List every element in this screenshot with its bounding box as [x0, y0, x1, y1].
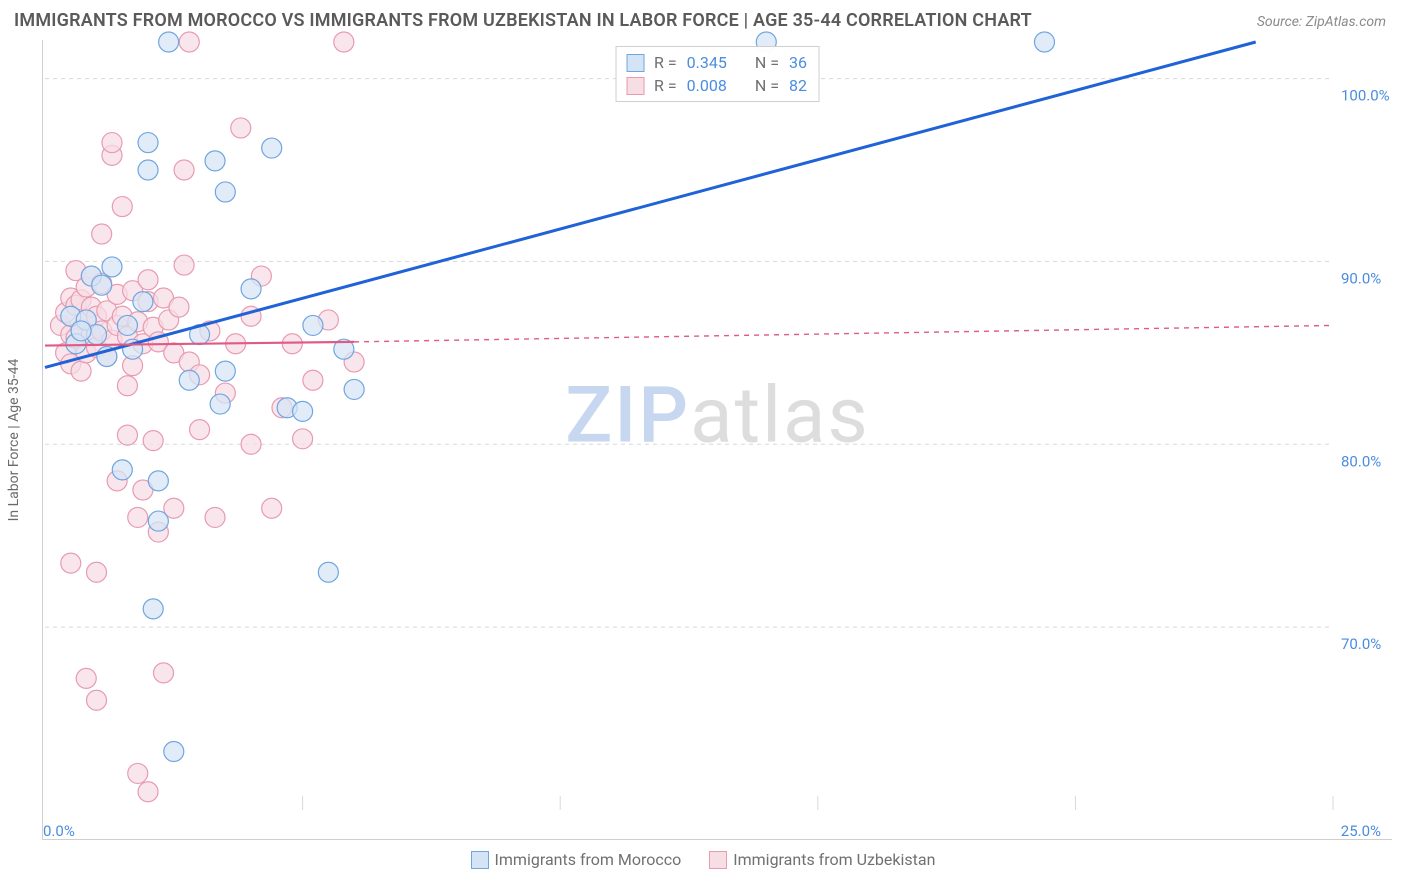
data-point: [102, 257, 122, 277]
data-point: [153, 663, 173, 683]
corr-n-value: 36: [789, 53, 807, 72]
data-point: [61, 553, 81, 573]
data-point: [138, 782, 158, 802]
correlation-row: R = 0.008 N = 82: [626, 74, 807, 97]
x-tick-label: 25.0%: [1341, 822, 1381, 840]
chart-title: IMMIGRANTS FROM MOROCCO VS IMMIGRANTS FR…: [14, 10, 1032, 31]
series-swatch: [626, 77, 644, 95]
data-point: [205, 507, 225, 527]
data-point: [112, 460, 132, 480]
data-point: [76, 668, 96, 688]
corr-n-label: N =: [755, 76, 779, 95]
legend-swatch: [471, 851, 489, 869]
data-point: [241, 434, 261, 454]
data-point: [92, 275, 112, 295]
data-point: [303, 370, 323, 390]
data-point: [159, 32, 179, 52]
data-point: [112, 197, 132, 217]
regression-line-extended: [354, 325, 1333, 341]
data-point: [117, 376, 137, 396]
legend-item: Immigrants from Uzbekistan: [709, 850, 935, 869]
data-point: [117, 315, 137, 335]
data-point: [128, 507, 148, 527]
data-point: [231, 118, 251, 138]
corr-n-label: N =: [755, 53, 779, 72]
data-point: [293, 401, 313, 421]
x-tick-label: 0.0%: [43, 822, 75, 840]
y-axis-label: In Labor Force | Age 35-44: [6, 359, 22, 522]
data-point: [128, 763, 148, 783]
data-point: [87, 690, 107, 710]
legend-label: Immigrants from Morocco: [495, 850, 682, 869]
data-point: [303, 315, 323, 335]
corr-r-value: 0.345: [687, 53, 727, 72]
data-point: [334, 32, 354, 52]
data-point: [179, 32, 199, 52]
data-point: [138, 133, 158, 153]
correlation-legend-box: R = 0.345 N = 36 R = 0.008 N = 82: [615, 46, 820, 102]
y-tick-label: 90.0%: [1341, 269, 1381, 287]
y-tick-label: 100.0%: [1341, 87, 1390, 105]
data-point: [241, 279, 261, 299]
corr-r-value: 0.008: [687, 76, 727, 95]
data-point: [210, 394, 230, 414]
bottom-legend: Immigrants from Morocco Immigrants from U…: [0, 850, 1406, 869]
data-point: [215, 361, 235, 381]
data-point: [318, 562, 338, 582]
legend-label: Immigrants from Uzbekistan: [733, 850, 935, 869]
data-point: [164, 741, 184, 761]
data-point: [138, 160, 158, 180]
data-point: [117, 425, 137, 445]
data-point: [174, 160, 194, 180]
chart-container: In Labor Force | Age 35-44 70.0%80.0%90.…: [42, 40, 1392, 840]
corr-r-label: R =: [654, 76, 677, 95]
data-point: [102, 133, 122, 153]
data-point: [71, 361, 91, 381]
y-tick-label: 80.0%: [1341, 452, 1381, 470]
data-point: [169, 297, 189, 317]
legend-swatch: [709, 851, 727, 869]
corr-r-label: R =: [654, 53, 677, 72]
data-point: [262, 138, 282, 158]
source-attribution: Source: ZipAtlas.com: [1257, 14, 1386, 30]
data-point: [138, 270, 158, 290]
data-point: [179, 370, 199, 390]
correlation-row: R = 0.345 N = 36: [626, 51, 807, 74]
data-point: [87, 562, 107, 582]
data-point: [205, 151, 225, 171]
data-point: [143, 599, 163, 619]
data-point: [190, 420, 210, 440]
data-point: [133, 292, 153, 312]
legend-item: Immigrants from Morocco: [471, 850, 682, 869]
data-point: [148, 511, 168, 531]
data-point: [344, 379, 364, 399]
data-point: [293, 429, 313, 449]
data-point: [148, 471, 168, 491]
data-point: [1034, 32, 1054, 52]
data-point: [174, 255, 194, 275]
corr-n-value: 82: [789, 76, 807, 95]
plot-area: 70.0%80.0%90.0%100.0%0.0%25.0% ZIPatlas …: [42, 40, 1392, 840]
data-point: [92, 224, 112, 244]
data-point: [215, 182, 235, 202]
data-point: [71, 321, 91, 341]
series-swatch: [626, 54, 644, 72]
data-point: [262, 498, 282, 518]
y-tick-label: 70.0%: [1341, 635, 1381, 653]
data-point: [143, 431, 163, 451]
